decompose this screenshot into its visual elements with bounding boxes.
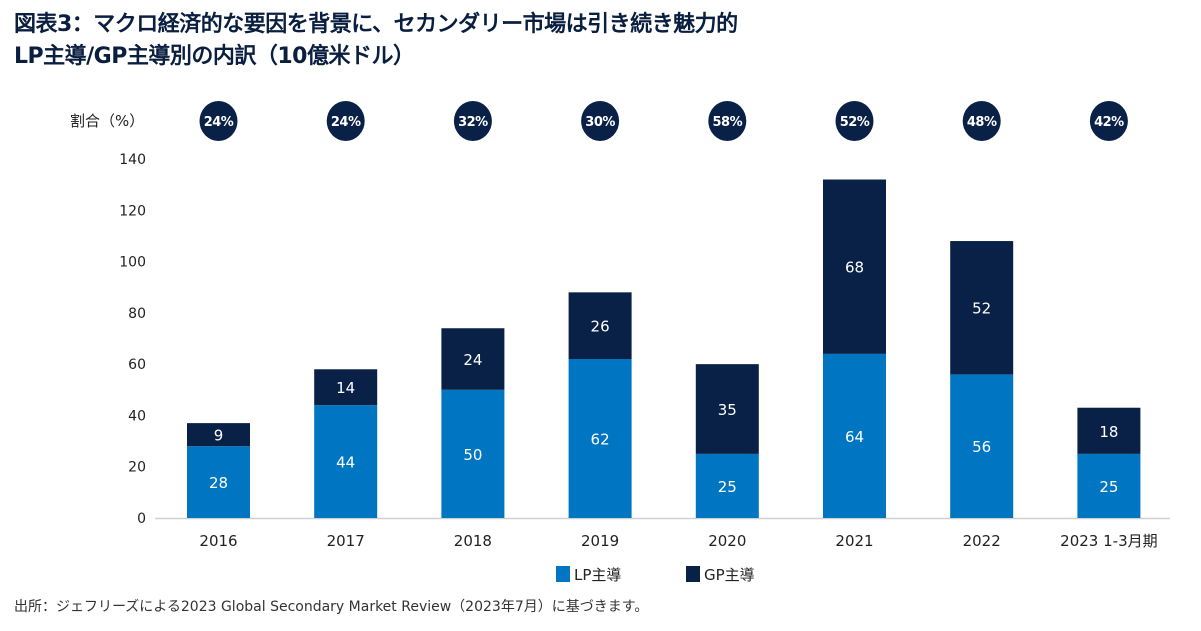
share-badge (1089, 101, 1128, 141)
share-badge (835, 101, 874, 141)
bar-lp-label: 25 (1099, 478, 1118, 496)
bar-lp-label: 64 (845, 428, 864, 446)
source-note: 出所：ジェフリーズによる2023 Global Secondary Market… (14, 599, 649, 615)
x-tick-label: 2017 (327, 532, 365, 550)
y-tick-label: 0 (137, 511, 146, 527)
bar-gp-segment (314, 369, 378, 406)
y-tick-label: 100 (119, 255, 146, 271)
bar-gp-segment (187, 423, 250, 447)
y-tick-label: 80 (128, 306, 146, 322)
legend-swatch-lp (556, 566, 570, 582)
bar-gp-label: 26 (591, 318, 610, 336)
x-tick-label: 2023 1-3月期 (1060, 532, 1157, 550)
bar-lp-label: 56 (972, 438, 991, 456)
bar-lp-label: 28 (209, 474, 228, 492)
bar-lp-segment (314, 405, 378, 518)
bar-gp-segment (823, 179, 886, 354)
share-badge-label: 52% (840, 115, 870, 130)
y-tick-label: 140 (119, 152, 146, 168)
bar-gp-segment (441, 328, 505, 390)
bar-lp-segment (1077, 453, 1141, 518)
bar-lp-segment (568, 359, 632, 518)
legend-label-gp: GP主導 (704, 566, 755, 584)
share-badge (199, 101, 238, 141)
share-badge-label: 30% (585, 115, 615, 130)
bar-gp-label: 14 (336, 379, 355, 397)
bar-gp-label: 9 (214, 427, 224, 445)
bar-lp-label: 44 (336, 454, 355, 472)
share-badge (453, 101, 492, 141)
share-badge-label: 48% (967, 115, 997, 130)
bar-lp-segment (187, 446, 250, 518)
bar-gp-label: 52 (972, 300, 991, 318)
share-badge-label: 32% (458, 115, 488, 130)
bar-lp-label: 62 (591, 431, 610, 449)
chart-title-line-2: LP主導/GP主導別の内訳（10億米ドル） (14, 44, 415, 69)
share-badge-label: 58% (712, 115, 742, 130)
x-tick-label: 2021 (835, 532, 873, 550)
chart-title-line-1: 図表3：マクロ経済的な要因を背景に、セカンダリー市場は引き続き魅力的 (14, 12, 738, 37)
share-badge (708, 101, 747, 141)
y-tick-label: 60 (128, 357, 146, 373)
share-badge-label: 42% (1094, 115, 1124, 130)
y-tick-label: 40 (128, 408, 146, 424)
y-tick-label: 120 (119, 203, 146, 219)
x-tick-label: 2020 (708, 532, 746, 550)
x-tick-label: 2016 (199, 532, 237, 550)
bar-gp-label: 24 (463, 351, 482, 369)
share-badge-label: 24% (331, 115, 361, 130)
bar-gp-label: 18 (1099, 423, 1118, 441)
bar-lp-label: 50 (463, 446, 482, 464)
bar-gp-label: 35 (718, 401, 737, 419)
bar-lp-segment (950, 374, 1014, 518)
bar-gp-segment (1077, 407, 1141, 454)
bar-gp-segment (695, 364, 759, 454)
legend-label-lp: LP主導 (574, 566, 621, 584)
share-badge (581, 101, 620, 141)
bar-lp-segment (823, 353, 886, 518)
share-badge (962, 101, 1001, 141)
bar-lp-segment (441, 389, 505, 518)
bar-gp-segment (950, 241, 1014, 375)
bar-lp-segment (695, 453, 759, 518)
y-tick-label: 20 (128, 460, 146, 476)
x-tick-label: 2022 (963, 532, 1001, 550)
x-tick-label: 2018 (454, 532, 492, 550)
share-badge (326, 101, 365, 141)
share-axis-label: 割合（%） (70, 112, 144, 130)
legend-swatch-gp (686, 566, 700, 582)
share-badge-label: 24% (204, 115, 234, 130)
bar-lp-label: 25 (718, 478, 737, 496)
bar-gp-label: 68 (845, 259, 864, 277)
bar-gp-segment (568, 292, 632, 360)
x-tick-label: 2019 (581, 532, 619, 550)
